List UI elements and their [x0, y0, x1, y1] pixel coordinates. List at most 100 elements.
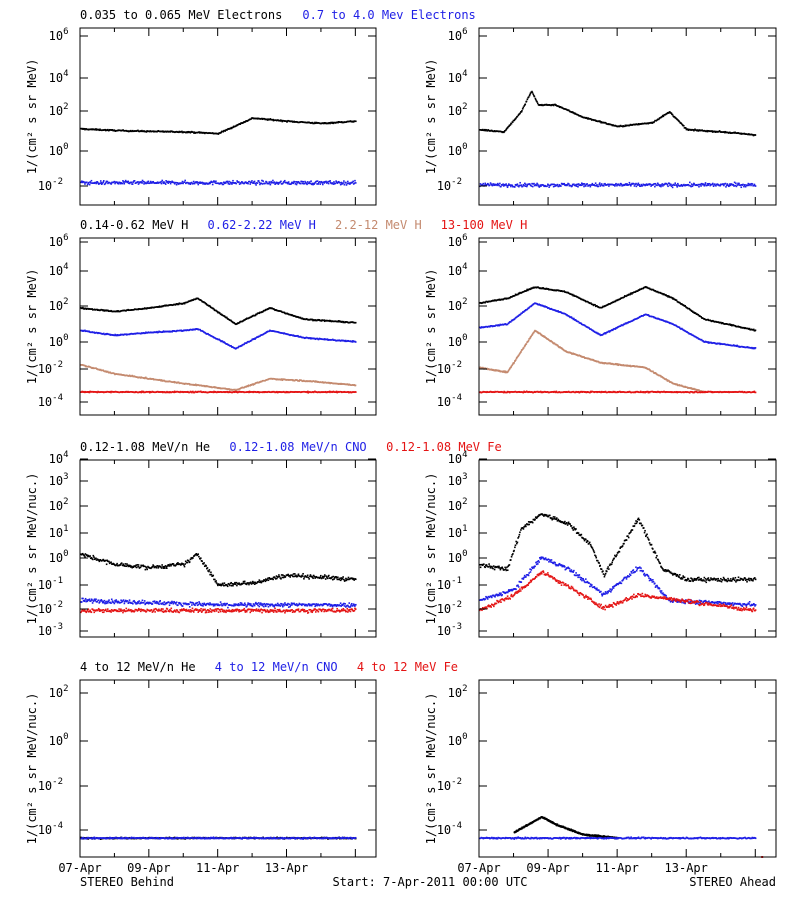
data-point [605, 123, 608, 125]
data-point [481, 326, 484, 329]
data-point [518, 354, 520, 357]
data-point [567, 292, 570, 294]
data-point [249, 384, 251, 387]
data-point [662, 115, 665, 118]
data-point [89, 308, 92, 310]
data-point [708, 319, 711, 322]
data-point [533, 94, 535, 97]
data-point [537, 286, 540, 289]
data-point [221, 314, 224, 316]
data-point [173, 391, 175, 394]
data-point [611, 329, 614, 332]
data-point [504, 323, 507, 325]
data-point [579, 297, 581, 300]
data-point [606, 184, 608, 186]
data-point [254, 182, 257, 185]
data-point [346, 321, 349, 324]
data-point [160, 391, 162, 393]
data-point [310, 180, 312, 182]
data-point [287, 313, 289, 315]
data-point [524, 344, 527, 346]
data-point [120, 391, 122, 393]
data-point [640, 183, 643, 186]
data-point [738, 182, 740, 185]
data-point [84, 183, 86, 185]
data-point [694, 391, 696, 393]
data-point [266, 119, 269, 121]
data-point [354, 182, 357, 184]
data-point [114, 373, 116, 376]
data-point [726, 183, 729, 185]
data-point [258, 312, 261, 315]
data-point [194, 383, 197, 386]
data-point [111, 181, 114, 184]
data-point [95, 128, 97, 130]
data-point [198, 131, 200, 133]
data-point [706, 129, 708, 132]
data-point [274, 182, 277, 184]
data-point [141, 179, 144, 182]
data-point [702, 183, 705, 186]
data-point [339, 183, 342, 186]
data-point [631, 391, 633, 394]
data-point [166, 304, 169, 307]
data-point [590, 184, 592, 186]
data-point [145, 376, 147, 379]
data-point [348, 120, 350, 123]
data-point [502, 298, 505, 300]
data-point [612, 124, 615, 127]
data-point [324, 338, 327, 341]
data-point [684, 330, 687, 333]
data-point [734, 344, 737, 347]
data-point [594, 184, 596, 187]
data-point [240, 122, 243, 124]
data-point [259, 183, 261, 186]
data-point [531, 287, 534, 289]
data-point [704, 340, 707, 343]
data-point [658, 184, 660, 186]
data-point [484, 129, 487, 132]
data-point [740, 345, 742, 348]
data-point [644, 391, 646, 394]
data-point [113, 372, 116, 375]
data-point [689, 181, 691, 184]
data-point [140, 181, 143, 183]
data-point [352, 183, 355, 185]
data-point [323, 122, 326, 125]
data-point [493, 183, 496, 186]
data-point [528, 94, 531, 97]
data-point [654, 185, 656, 188]
data-point [517, 114, 520, 117]
data-point [251, 117, 253, 119]
data-point [253, 383, 256, 386]
data-point [269, 183, 272, 186]
data-point [319, 183, 322, 185]
data-point [119, 182, 122, 185]
data-point [678, 326, 681, 329]
data-point [345, 383, 348, 386]
data-point [547, 338, 550, 341]
data-point [137, 129, 139, 132]
data-point [127, 180, 130, 183]
data-point [623, 125, 626, 128]
series-0-035-to-0-065-mev-electrons [80, 117, 357, 135]
data-point [222, 130, 225, 133]
data-point [90, 179, 93, 182]
data-point [243, 343, 246, 345]
data-point [535, 184, 538, 187]
data-point [571, 317, 574, 320]
data-point [734, 184, 737, 187]
data-point [644, 313, 647, 316]
data-point [290, 182, 293, 185]
data-point [685, 127, 687, 130]
data-point [558, 105, 560, 108]
data-point [754, 347, 757, 349]
data-point [101, 183, 103, 185]
data-point [98, 391, 100, 394]
data-point [177, 381, 180, 384]
data-point [104, 128, 107, 131]
data-point [537, 331, 540, 334]
data-point [232, 388, 235, 391]
data-point [83, 181, 85, 184]
data-point [509, 391, 512, 393]
